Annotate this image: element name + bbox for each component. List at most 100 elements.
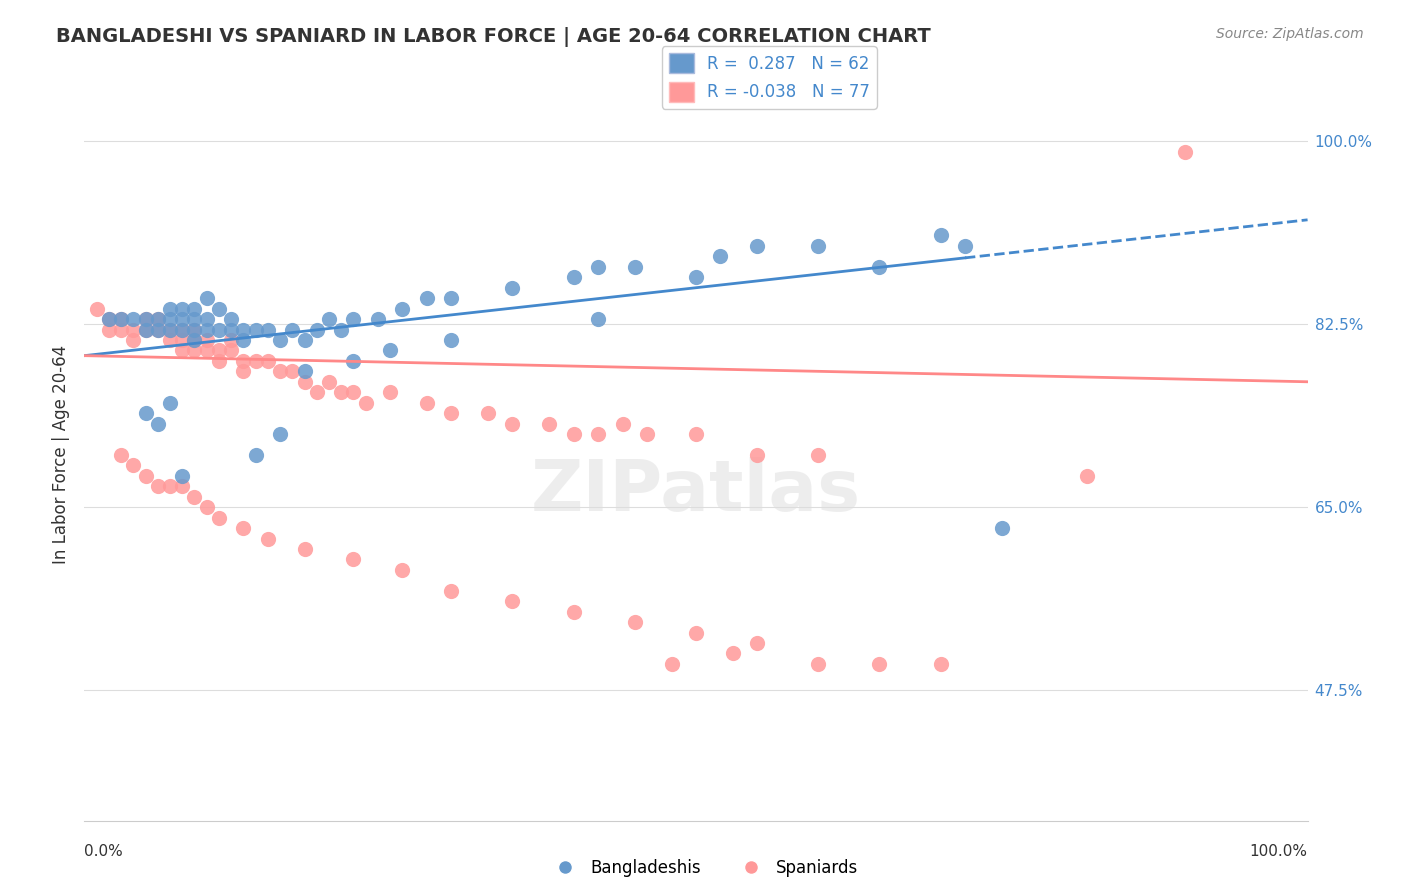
Point [208, 343, 231, 358]
Point [110, 322, 132, 336]
Point [208, 301, 231, 316]
Point [721, 647, 744, 661]
Point [538, 417, 561, 431]
Point [562, 270, 585, 285]
Point [183, 490, 205, 504]
Point [807, 239, 830, 253]
Point [624, 260, 647, 274]
Point [440, 406, 463, 420]
Point [305, 322, 328, 336]
Point [245, 322, 267, 336]
Point [208, 510, 231, 524]
Point [219, 322, 242, 336]
Point [477, 406, 499, 420]
Point [135, 322, 157, 336]
Point [747, 239, 769, 253]
Point [391, 563, 413, 577]
Point [195, 322, 218, 336]
Point [135, 406, 157, 420]
Point [929, 657, 952, 671]
Legend: Bangladeshis, Spaniards: Bangladeshis, Spaniards [541, 853, 865, 884]
Y-axis label: In Labor Force | Age 20-64: In Labor Force | Age 20-64 [52, 345, 70, 565]
Point [929, 228, 952, 243]
Point [232, 322, 254, 336]
Point [685, 427, 707, 442]
Point [318, 375, 340, 389]
Point [502, 417, 524, 431]
Point [208, 322, 231, 336]
Point [146, 312, 169, 326]
Point [110, 312, 132, 326]
Legend: R =  0.287   N = 62, R = -0.038   N = 77: R = 0.287 N = 62, R = -0.038 N = 77 [662, 46, 876, 109]
Point [135, 312, 157, 326]
Point [586, 427, 609, 442]
Point [183, 301, 205, 316]
Point [208, 354, 231, 368]
Point [440, 583, 463, 598]
Point [269, 427, 291, 442]
Point [342, 385, 364, 400]
Point [172, 479, 194, 493]
Point [195, 312, 218, 326]
Point [183, 322, 205, 336]
Point [416, 291, 439, 305]
Point [159, 333, 181, 347]
Text: 100.0%: 100.0% [1250, 845, 1308, 859]
Point [146, 479, 169, 493]
Point [172, 343, 194, 358]
Point [122, 322, 145, 336]
Text: ZIPatlas: ZIPatlas [531, 457, 860, 526]
Point [135, 322, 157, 336]
Point [661, 657, 683, 671]
Point [232, 364, 254, 378]
Point [172, 333, 194, 347]
Point [440, 291, 463, 305]
Point [342, 354, 364, 368]
Point [562, 427, 585, 442]
Point [159, 395, 181, 409]
Point [747, 448, 769, 462]
Point [195, 343, 218, 358]
Point [281, 364, 304, 378]
Point [122, 333, 145, 347]
Point [367, 312, 389, 326]
Point [159, 479, 181, 493]
Point [195, 333, 218, 347]
Point [97, 312, 120, 326]
Point [159, 312, 181, 326]
Point [232, 354, 254, 368]
Point [219, 343, 242, 358]
Point [342, 552, 364, 566]
Point [294, 333, 316, 347]
Point [953, 239, 976, 253]
Point [183, 333, 205, 347]
Point [146, 322, 169, 336]
Point [135, 468, 157, 483]
Point [354, 395, 377, 409]
Point [807, 448, 830, 462]
Point [172, 322, 194, 336]
Point [685, 625, 707, 640]
Point [380, 385, 402, 400]
Point [305, 385, 328, 400]
Point [869, 657, 891, 671]
Point [747, 636, 769, 650]
Point [110, 312, 132, 326]
Point [97, 312, 120, 326]
Point [219, 312, 242, 326]
Point [172, 301, 194, 316]
Point [183, 322, 205, 336]
Point [146, 417, 169, 431]
Point [318, 312, 340, 326]
Point [685, 270, 707, 285]
Point [122, 312, 145, 326]
Point [269, 364, 291, 378]
Point [86, 301, 108, 316]
Point [232, 333, 254, 347]
Point [330, 385, 353, 400]
Point [195, 500, 218, 515]
Point [172, 312, 194, 326]
Point [245, 354, 267, 368]
Point [159, 322, 181, 336]
Point [146, 322, 169, 336]
